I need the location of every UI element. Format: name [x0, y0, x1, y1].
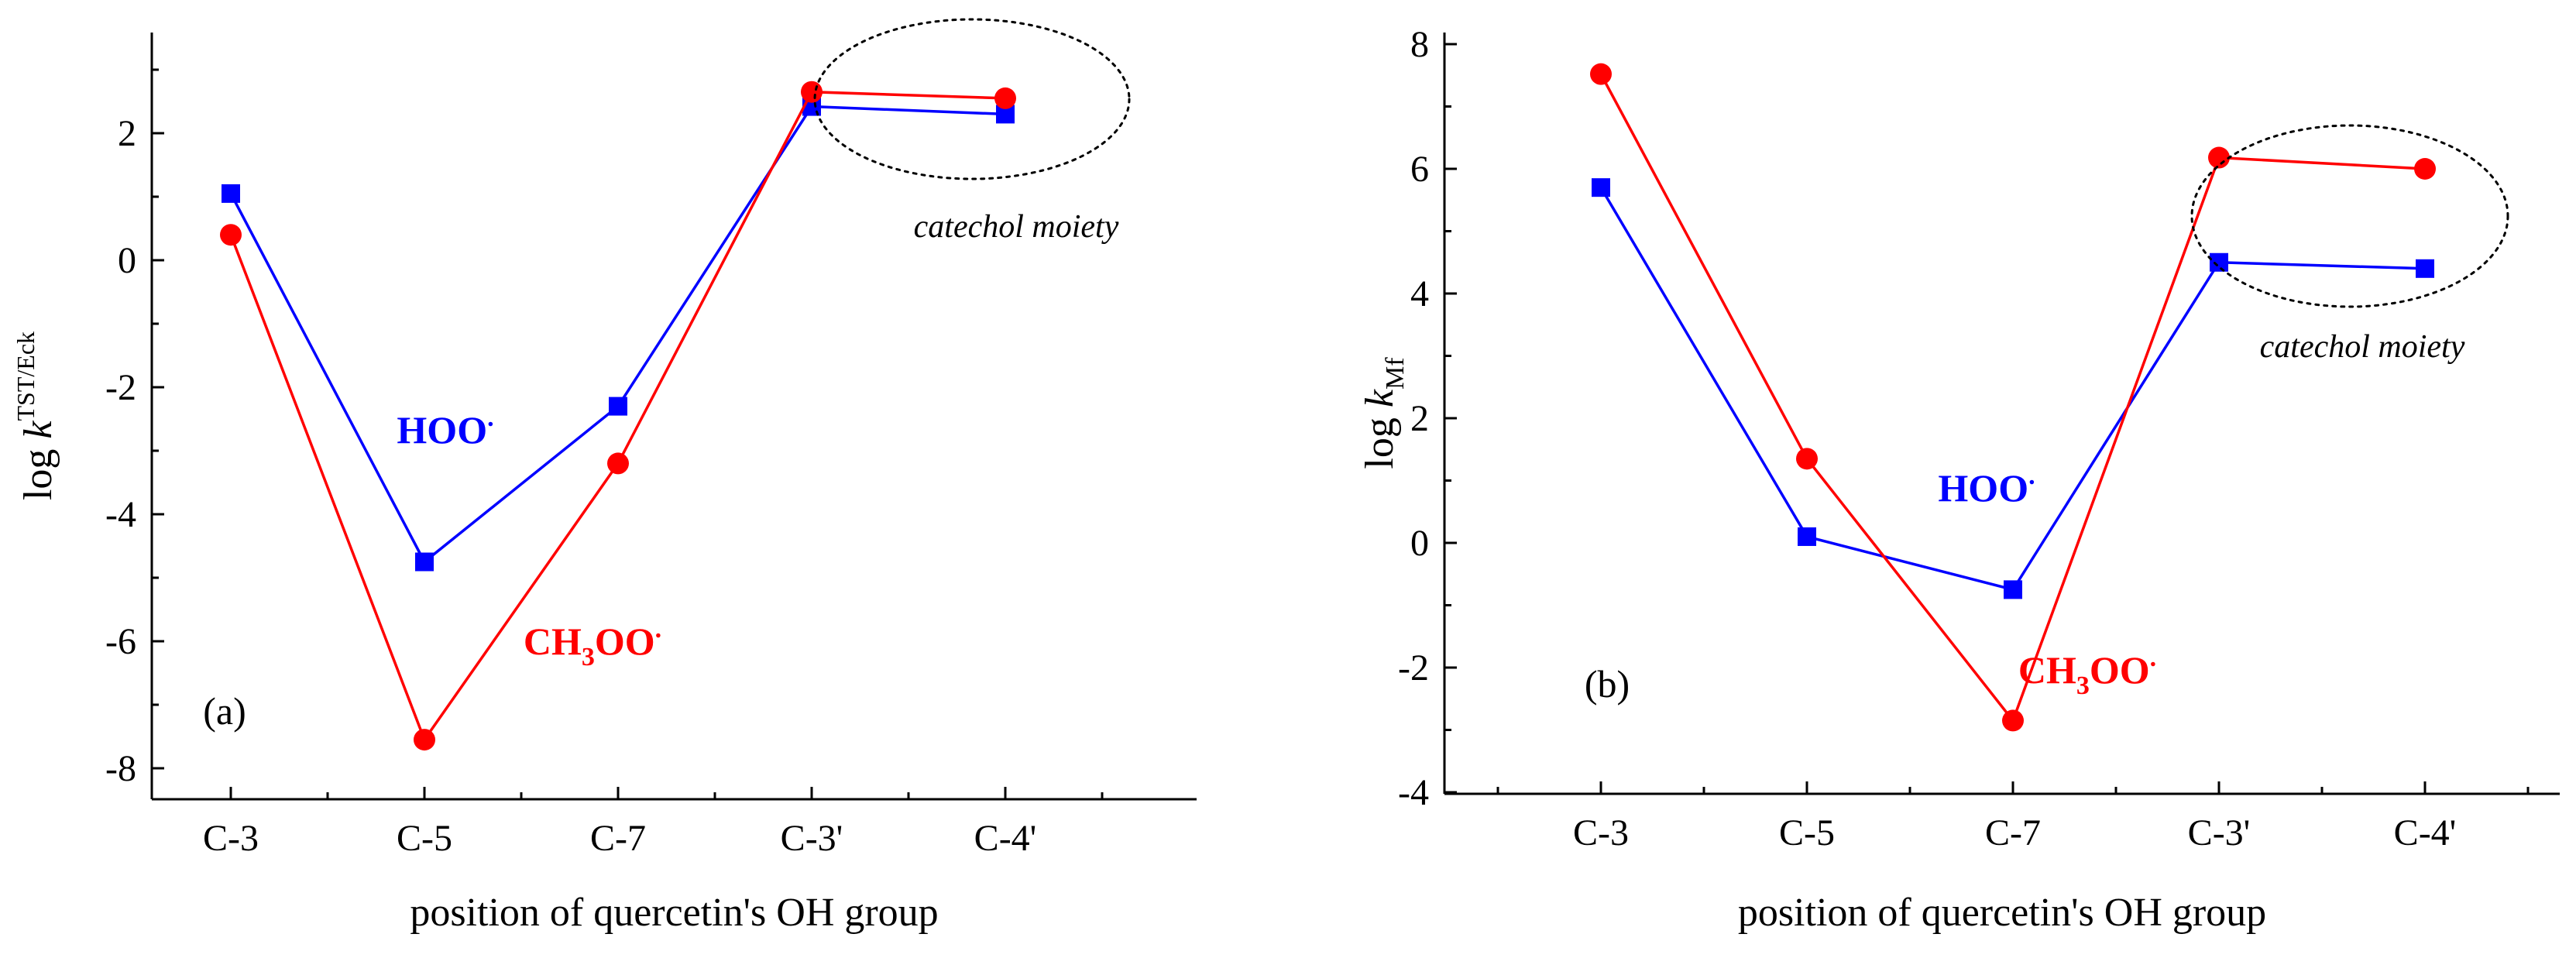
data-point-square — [609, 397, 627, 416]
series-label-dot: . — [2150, 644, 2157, 672]
y-tick-label: 2 — [1410, 398, 1429, 439]
catechol-ellipse — [2190, 124, 2509, 308]
data-point-circle — [2208, 146, 2230, 169]
y-tick-label: -2 — [1398, 647, 1429, 688]
series-label-ch3oo: CH3OO. — [2018, 644, 2156, 700]
y-axis-title: log kMf — [1358, 357, 1410, 469]
data-point-square — [415, 552, 434, 572]
series-label-main: HOO — [1938, 466, 2028, 510]
y-axis-title-base: log — [16, 439, 60, 500]
series-label-dot: . — [2028, 462, 2035, 490]
series-label-hoo: HOO. — [397, 403, 493, 452]
data-point-square — [1798, 527, 1816, 546]
series-label-main: HOO — [397, 408, 487, 452]
panel-tag: (b) — [1585, 662, 1630, 706]
y-axis-title-italic: k — [1358, 389, 1402, 407]
series-label-tail: OO — [2090, 648, 2150, 692]
y-tick-label: -4 — [1398, 772, 1429, 813]
y-tick-label: -8 — [105, 748, 136, 789]
y-tick-label: 4 — [1410, 273, 1429, 314]
data-point-circle — [801, 81, 823, 103]
y-tick-label: 6 — [1410, 149, 1429, 190]
series-label-main: CH — [2018, 648, 2076, 692]
series-label-hoo: HOO. — [1938, 462, 2035, 510]
x-tick-label: C-3' — [781, 818, 843, 859]
panel-b: -4 -2 0 2 4 6 8 C-3 C-5 C-7 C-3' C-4' position of qu… — [1358, 24, 2560, 935]
y-tick-label: 2 — [118, 113, 136, 154]
data-point-circle — [414, 729, 435, 751]
x-tick-label: C-4' — [2394, 812, 2457, 853]
x-tick-label: C-3 — [203, 818, 259, 859]
catechol-ellipse — [813, 18, 1131, 180]
series-line-hoo — [229, 105, 1006, 565]
y-axis-title-italic: k — [16, 421, 60, 439]
series-label-subscript: 3 — [582, 643, 595, 671]
y-tick-label: 0 — [1410, 523, 1429, 564]
y-axis-title-base: log — [1358, 407, 1402, 469]
data-point-square — [2004, 580, 2022, 599]
data-point-square — [1592, 178, 1610, 197]
series-label-tail: OO — [595, 620, 655, 663]
series-label-dot: . — [655, 615, 662, 644]
x-axis-title: position of quercetin's OH group — [1738, 891, 2266, 935]
series-label-main: CH — [524, 620, 582, 663]
x-axis-title: position of quercetin's OH group — [410, 891, 938, 935]
series-label-ch3oo: CH3OO. — [524, 615, 661, 671]
y-axis-title-subscript: Mf — [1381, 357, 1410, 390]
data-point-circle — [1796, 448, 1818, 470]
x-tick-label: C-5 — [397, 818, 452, 859]
data-point-circle — [2414, 158, 2436, 180]
data-point-square — [222, 184, 240, 203]
y-axis-title: log kTST/Eck — [12, 331, 60, 500]
data-point-circle — [1590, 63, 1612, 85]
data-point-circle — [607, 452, 629, 475]
series-label-subscript: 3 — [2076, 671, 2090, 700]
data-point-square — [2416, 259, 2434, 278]
y-tick-label: 8 — [1410, 24, 1429, 65]
data-point-square — [2210, 252, 2228, 272]
catechol-annotation: catechol moiety — [914, 209, 1119, 245]
data-point-circle — [220, 224, 242, 246]
series-line-hoo — [1599, 187, 2426, 592]
series-label-dot: . — [487, 403, 494, 432]
x-tick-label: C-7 — [590, 818, 646, 859]
y-axis-title-superscript: TST/Eck — [12, 331, 39, 421]
panel-a: -8 -6 -4 -2 0 2 C-3 C-5 C-7 C-3' C-4' position of q… — [12, 18, 1197, 935]
y-tick-label: -2 — [105, 367, 136, 408]
y-tick-label: -6 — [105, 621, 136, 662]
x-tick-label: C-5 — [1779, 812, 1835, 853]
y-tick-label: -4 — [105, 494, 136, 535]
x-tick-label: C-3 — [1573, 812, 1629, 853]
panel-tag: (a) — [203, 689, 246, 733]
catechol-annotation: catechol moiety — [2260, 329, 2465, 365]
x-tick-label: C-4' — [974, 818, 1037, 859]
y-tick-label: 0 — [118, 240, 136, 281]
x-tick-label: C-7 — [1985, 812, 2041, 853]
x-tick-label: C-3' — [2188, 812, 2251, 853]
data-point-circle — [2002, 709, 2024, 732]
data-point-circle — [994, 87, 1016, 109]
